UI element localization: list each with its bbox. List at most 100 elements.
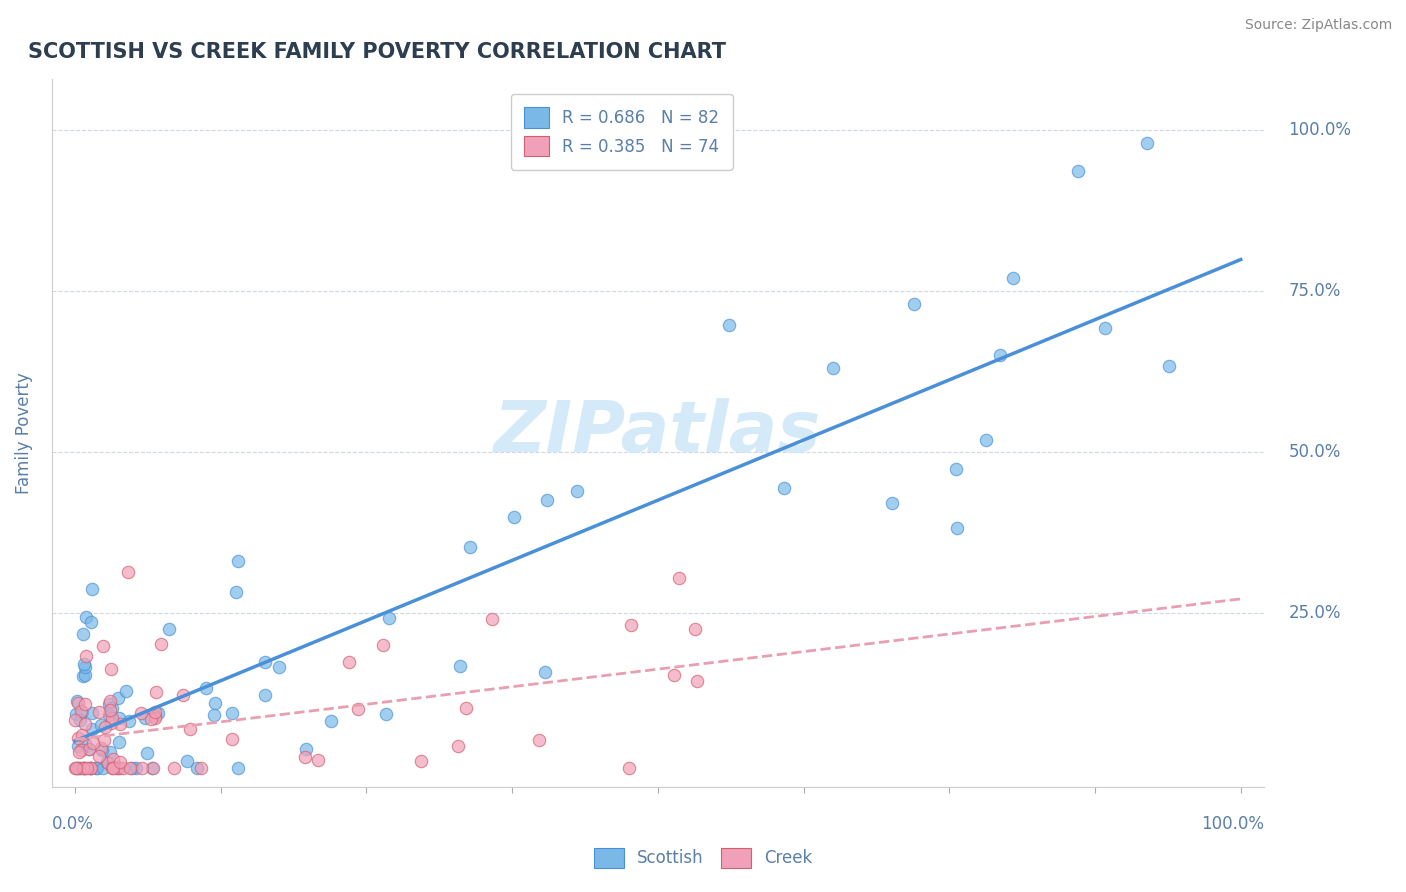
Point	[121, 761, 143, 775]
Point	[145, 685, 167, 699]
Point	[86, 761, 108, 775]
Y-axis label: Family Poverty: Family Poverty	[15, 372, 32, 493]
Text: 0.0%: 0.0%	[52, 815, 94, 833]
Point	[73, 761, 96, 775]
Point	[67, 761, 90, 775]
Point	[129, 706, 152, 720]
Point	[157, 622, 180, 636]
Point	[142, 761, 165, 775]
Point	[221, 706, 243, 720]
Point	[98, 708, 121, 723]
Point	[107, 761, 129, 775]
Point	[72, 669, 94, 683]
Point	[565, 483, 588, 498]
Point	[346, 702, 368, 716]
Point	[120, 761, 142, 775]
Point	[80, 761, 103, 775]
Point	[79, 761, 101, 775]
Point	[194, 681, 217, 695]
Text: 25.0%: 25.0%	[1288, 604, 1341, 622]
Legend: R = 0.686   N = 82, R = 0.385   N = 74: R = 0.686 N = 82, R = 0.385 N = 74	[510, 94, 733, 169]
Point	[131, 761, 153, 775]
Point	[77, 742, 100, 756]
Point	[73, 667, 96, 681]
Point	[821, 361, 844, 376]
Point	[450, 659, 472, 673]
Point	[527, 733, 550, 747]
Legend: Scottish, Creek: Scottish, Creek	[588, 841, 818, 875]
Point	[503, 510, 526, 524]
Point	[134, 710, 156, 724]
Point	[718, 318, 741, 332]
Point	[107, 761, 129, 775]
Point	[87, 705, 110, 719]
Point	[97, 697, 120, 711]
Point	[82, 736, 104, 750]
Point	[534, 665, 557, 679]
Point	[190, 761, 212, 775]
Point	[202, 707, 225, 722]
Point	[374, 707, 396, 722]
Point	[96, 756, 118, 770]
Point	[337, 655, 360, 669]
Point	[1094, 321, 1116, 335]
Point	[94, 720, 117, 734]
Point	[66, 694, 89, 708]
Point	[66, 761, 89, 775]
Text: Source: ZipAtlas.com: Source: ZipAtlas.com	[1244, 18, 1392, 32]
Point	[77, 742, 100, 756]
Point	[686, 673, 709, 688]
Point	[225, 585, 247, 599]
Point	[176, 755, 198, 769]
Point	[903, 297, 925, 311]
Point	[150, 637, 173, 651]
Point	[65, 706, 87, 721]
Point	[67, 731, 90, 745]
Point	[294, 750, 316, 764]
Point	[66, 739, 89, 754]
Point	[619, 761, 641, 775]
Point	[1159, 359, 1181, 373]
Point	[619, 618, 641, 632]
Point	[664, 667, 686, 681]
Point	[668, 571, 690, 585]
Point	[91, 743, 114, 757]
Point	[93, 761, 115, 775]
Point	[65, 761, 87, 775]
Point	[143, 705, 166, 719]
Point	[73, 657, 96, 671]
Point	[91, 639, 114, 653]
Point	[976, 434, 998, 448]
Point	[107, 690, 129, 705]
Point	[82, 582, 104, 597]
Point	[67, 761, 90, 775]
Text: 50.0%: 50.0%	[1288, 443, 1341, 461]
Point	[880, 496, 903, 510]
Point	[65, 714, 87, 728]
Point	[481, 612, 503, 626]
Point	[1067, 164, 1090, 178]
Point	[80, 761, 103, 775]
Point	[76, 761, 98, 775]
Text: 75.0%: 75.0%	[1288, 282, 1341, 300]
Point	[221, 732, 243, 747]
Point	[73, 761, 96, 775]
Point	[98, 694, 121, 708]
Text: ZIPatlas: ZIPatlas	[494, 398, 821, 467]
Point	[172, 688, 194, 702]
Point	[72, 627, 94, 641]
Point	[226, 761, 249, 775]
Point	[101, 761, 124, 775]
Point	[447, 739, 470, 753]
Point	[89, 748, 111, 763]
Point	[108, 755, 131, 769]
Point	[186, 761, 208, 775]
Point	[101, 710, 124, 724]
Point	[105, 760, 128, 774]
Point	[90, 740, 112, 755]
Point	[945, 461, 967, 475]
Point	[141, 761, 163, 775]
Text: SCOTTISH VS CREEK FAMILY POVERTY CORRELATION CHART: SCOTTISH VS CREEK FAMILY POVERTY CORRELA…	[28, 42, 725, 62]
Point	[75, 660, 97, 674]
Point	[377, 611, 399, 625]
